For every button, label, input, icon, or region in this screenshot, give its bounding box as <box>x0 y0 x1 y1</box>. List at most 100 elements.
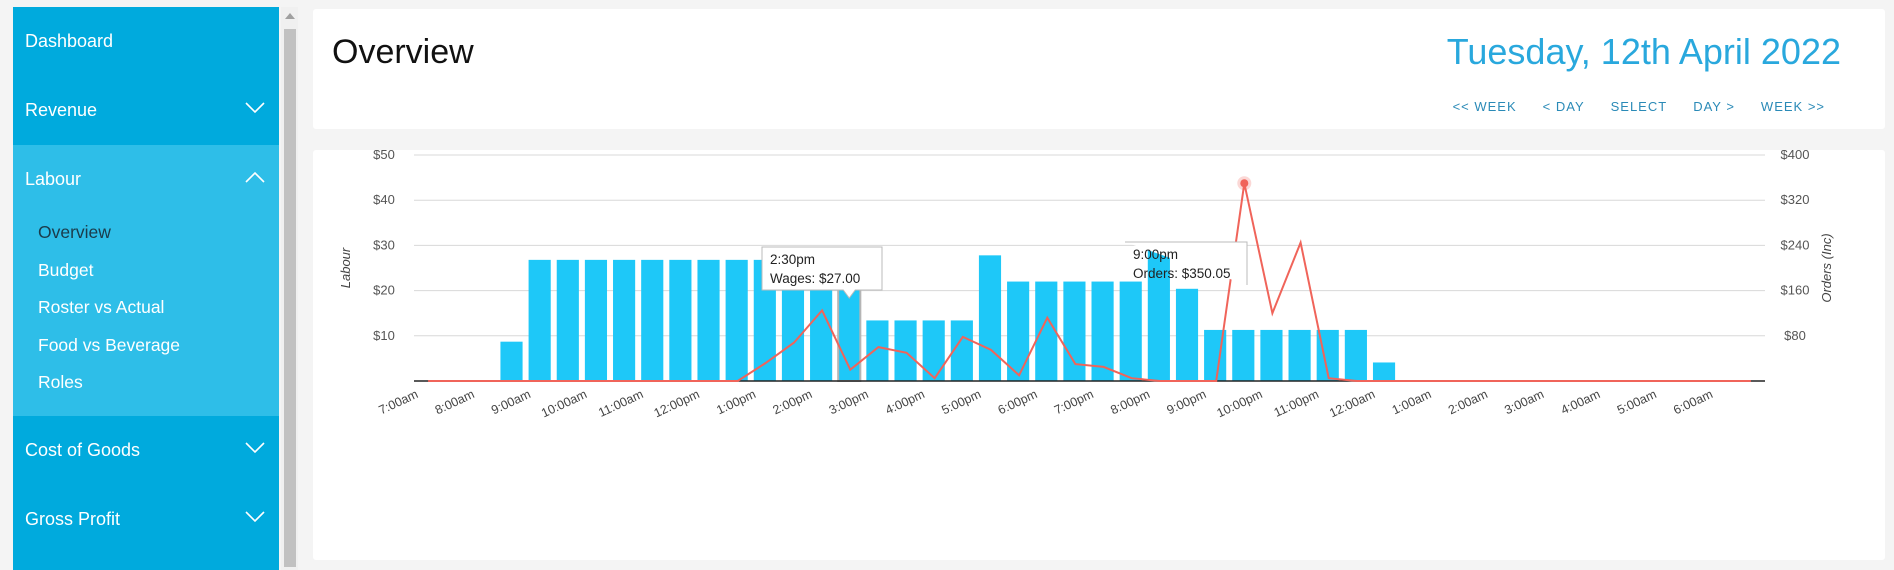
wages-bar <box>866 320 889 381</box>
x-tick-label: 7:00am <box>377 387 421 417</box>
sidebar-subitem-food-vs-beverage[interactable]: Food vs Beverage <box>38 334 181 355</box>
sidebar-item-gross-profit[interactable]: Gross Profit <box>13 485 279 554</box>
wages-bar <box>725 259 748 381</box>
x-tick-label: 11:00pm <box>1272 387 1321 420</box>
select-date-button[interactable]: SELECT <box>1610 99 1668 114</box>
wages-bar <box>1344 329 1367 381</box>
x-tick-label: 3:00pm <box>827 387 871 417</box>
y-right-tick-label: $240 <box>1781 237 1810 252</box>
sidebar-scrollbar[interactable] <box>281 7 298 570</box>
x-tick-label: 6:00am <box>1671 387 1715 417</box>
day-back-button[interactable]: < DAY <box>1542 99 1585 114</box>
scroll-up-arrow-icon[interactable] <box>285 13 295 19</box>
sidebar-item-label: Gross Profit <box>25 508 121 529</box>
sidebar-subitem-overview[interactable]: Overview <box>38 222 111 242</box>
y-left-tick-label: $10 <box>373 328 395 343</box>
sidebar-item-label: Dashboard <box>25 31 114 51</box>
wages-bar <box>528 259 551 381</box>
x-tick-label: 5:00pm <box>939 387 983 417</box>
x-tick-label: 12:00am <box>1327 387 1377 420</box>
week-back-button[interactable]: << WEEK <box>1452 99 1517 114</box>
wages-bar <box>641 259 664 381</box>
wages-bar <box>669 259 692 381</box>
chevron-down-icon <box>245 510 265 522</box>
page-title: Overview <box>332 33 474 71</box>
sidebar-subitem-budget[interactable]: Budget <box>38 259 94 280</box>
sidebar-item-revenue[interactable]: Revenue <box>13 76 279 145</box>
tooltip-box <box>761 246 883 299</box>
chevron-down-icon <box>245 102 265 114</box>
sidebar-item-dashboard[interactable]: Dashboard <box>13 7 279 76</box>
date-nav: << WEEK < DAY SELECT DAY > WEEK >> <box>1453 99 1825 114</box>
orders-peak-point <box>1240 179 1249 188</box>
sidebar-group-labour: Labour Overview Budget Roster vs Actual … <box>13 145 279 416</box>
wages-tooltip: 2:30pm Wages: $27.00 <box>761 246 883 299</box>
wages-bar <box>1007 281 1030 381</box>
y-right-tick-label: $400 <box>1781 150 1810 162</box>
y-left-tick-label: $20 <box>373 283 395 298</box>
chevron-down-icon <box>245 441 265 453</box>
x-tick-label: 4:00am <box>1559 387 1603 417</box>
y-right-tick-label: $320 <box>1781 192 1810 207</box>
tooltip-value: Orders: $350.05 <box>1133 266 1231 281</box>
x-tick-label: 1:00pm <box>714 387 758 417</box>
sidebar-item-labour[interactable]: Labour <box>13 145 279 214</box>
y-left-tick-label: $40 <box>373 192 395 207</box>
sidebar-item-label: Cost of Goods <box>25 439 141 460</box>
sidebar-subitem-roster-vs-actual[interactable]: Roster vs Actual <box>38 297 165 317</box>
sidebar-item-cost-of-goods[interactable]: Cost of Goods <box>13 416 279 485</box>
wages-bar <box>1063 281 1086 381</box>
sidebar-item-label: Revenue <box>25 100 98 120</box>
wages-bar <box>950 320 973 381</box>
labour-orders-chart[interactable]: $10 $80 $20 $160 $30 $240 $40 $320 $50 $400 Labour… <box>313 150 1885 560</box>
orders-line <box>428 183 1751 382</box>
x-tick-label: 7:00pm <box>1052 387 1096 417</box>
x-tick-label: 11:00am <box>596 387 645 420</box>
sidebar-subitem-roles[interactable]: Roles <box>38 372 83 392</box>
wages-bar <box>1232 329 1255 381</box>
wages-bar <box>1091 281 1114 381</box>
x-tick-label: 6:00pm <box>996 387 1040 417</box>
scroll-thumb[interactable] <box>284 29 296 567</box>
week-forward-button[interactable]: WEEK >> <box>1760 99 1825 114</box>
wages-bar <box>1175 288 1199 381</box>
tooltip-time: 2:30pm <box>770 252 815 267</box>
y-left-axis-label: Labour <box>338 247 353 288</box>
x-tick-label: 2:00pm <box>771 387 815 417</box>
x-tick-label: 8:00am <box>433 387 477 417</box>
tooltip-value: Wages: $27.00 <box>770 271 860 286</box>
page-date: Tuesday, 12th April 2022 <box>1446 31 1841 72</box>
y-right-tick-label: $80 <box>1784 328 1806 343</box>
x-tick-label: 2:00am <box>1446 387 1490 417</box>
wages-bar <box>697 259 720 381</box>
wages-bar <box>500 341 523 381</box>
wages-bar <box>978 255 1002 381</box>
wages-bar <box>613 259 636 381</box>
y-right-tick-label: $160 <box>1781 283 1810 298</box>
sidebar: Dashboard Revenue Labour Overview Budget… <box>13 7 279 570</box>
wages-bar <box>894 320 917 381</box>
wages-bar <box>1035 281 1058 381</box>
wages-bar <box>1260 329 1283 381</box>
x-tick-label: 5:00am <box>1615 387 1659 417</box>
x-tick-label: 9:00pm <box>1165 387 1209 417</box>
y-left-tick-label: $30 <box>373 237 395 252</box>
wages-bar <box>1119 281 1142 381</box>
x-tick-label: 12:00pm <box>652 387 702 420</box>
wages-bar <box>1147 245 1170 381</box>
y-right-axis-label: Orders (Inc) <box>1819 233 1834 302</box>
x-tick-label: 10:00am <box>539 387 589 420</box>
tooltip-box <box>1125 241 1248 285</box>
chevron-up-icon <box>245 171 265 183</box>
labour-submenu: Overview Budget Roster vs Actual Food vs… <box>13 214 279 416</box>
orders-tooltip: 9:00pm Orders: $350.05 <box>1125 241 1248 285</box>
sidebar-item-label: Labour <box>25 169 82 189</box>
chart-card: $10 $80 $20 $160 $30 $240 $40 $320 $50 $400 Labour… <box>313 150 1885 560</box>
wages-bar <box>556 259 579 381</box>
header-card: Overview Tuesday, 12th April 2022 << WEE… <box>313 9 1885 129</box>
tooltip-time: 9:00pm <box>1133 247 1178 262</box>
x-tick-label: 10:00pm <box>1215 387 1265 420</box>
day-forward-button[interactable]: DAY > <box>1693 99 1735 114</box>
x-tick-label: 8:00pm <box>1108 387 1152 417</box>
wages-bar <box>1288 329 1311 381</box>
